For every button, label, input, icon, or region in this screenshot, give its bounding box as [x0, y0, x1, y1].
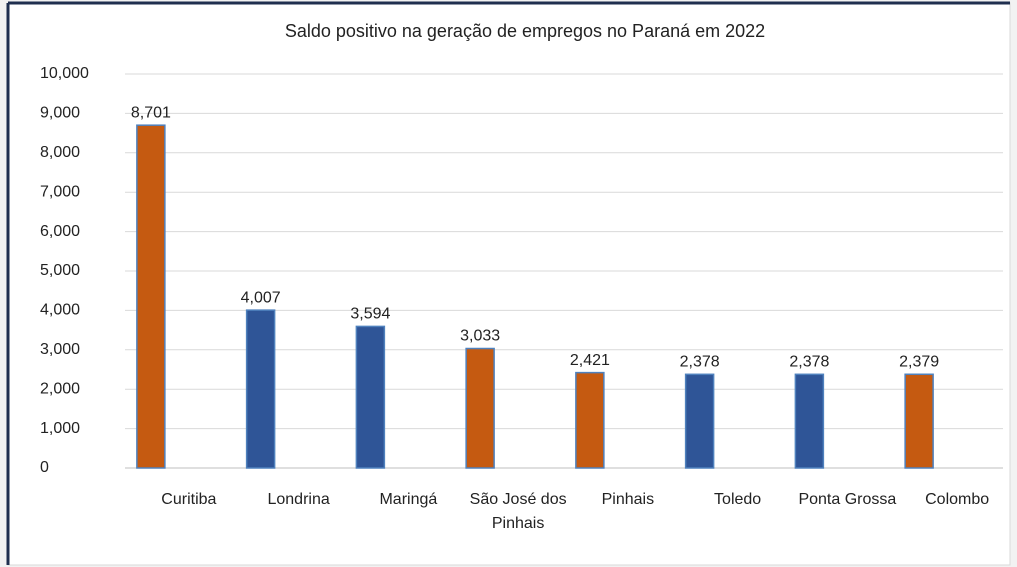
bar: [245, 309, 276, 469]
bar: [136, 124, 166, 469]
y-tick-label: 8,000: [40, 144, 80, 161]
value-label: 3,594: [350, 306, 390, 323]
y-tick-label: 7,000: [40, 183, 80, 200]
y-tick-label: 1,000: [40, 420, 80, 437]
value-label: 2,421: [570, 352, 610, 369]
x-tick-label: Ponta Grossa: [798, 491, 897, 508]
bar: [575, 371, 605, 469]
y-tick-label: 4,000: [40, 302, 80, 319]
value-label: 2,379: [899, 353, 939, 370]
x-tick-label: Maringá: [379, 491, 438, 508]
x-tick-label: Toledo: [714, 491, 762, 508]
y-tick-label: 0: [40, 459, 49, 476]
y-tick-label: 6,000: [40, 223, 80, 240]
value-label: 3,033: [460, 328, 500, 345]
y-tick-label: 3,000: [40, 341, 80, 358]
bar: [794, 373, 825, 469]
chart-area: [7, 2, 1011, 566]
bar: [684, 373, 715, 469]
value-label: 4,007: [241, 289, 281, 306]
bar: [465, 347, 495, 469]
value-label: 8,701: [131, 104, 171, 121]
x-tick-label: Colombo: [925, 491, 990, 508]
value-label: 2,378: [680, 354, 720, 371]
chart-title: Saldo positivo na geração de empregos no…: [285, 21, 765, 41]
x-tick-label: São José dos Pinhais: [469, 491, 567, 532]
x-tick-label: Curitiba: [161, 491, 217, 508]
bar: [904, 373, 934, 469]
value-label: 2,378: [789, 354, 829, 371]
y-tick-label: 9,000: [40, 105, 80, 122]
x-tick-label: Londrina: [267, 491, 330, 508]
bar: [355, 325, 386, 469]
y-tick-label: 2,000: [40, 380, 80, 397]
x-tick-label: Pinhais: [601, 491, 655, 508]
y-tick-label: 10,000: [40, 65, 89, 82]
y-tick-label: 5,000: [40, 262, 80, 279]
